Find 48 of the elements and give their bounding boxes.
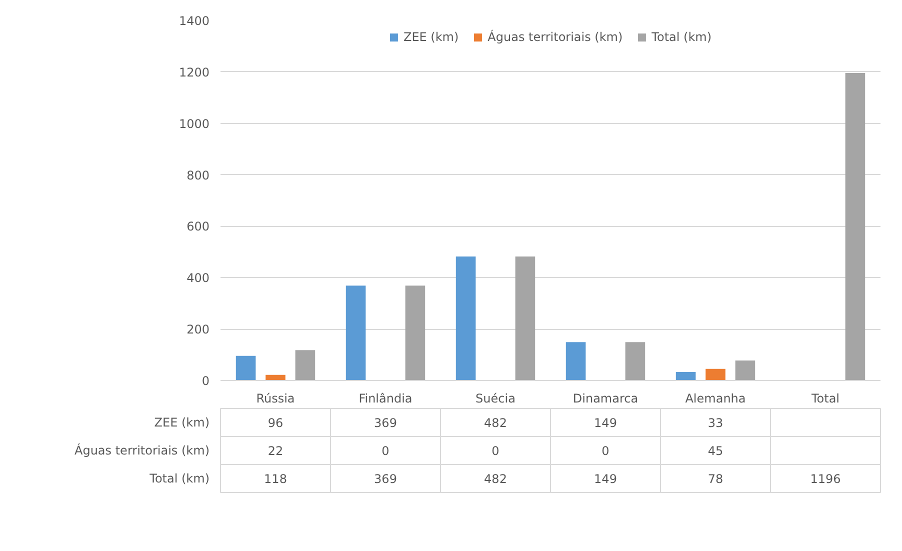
data-label: 78 [708, 472, 724, 486]
x-tick-label: Rússia [256, 392, 295, 406]
data-label: 0 [492, 444, 500, 458]
bar [295, 350, 316, 380]
data-label: 45 [708, 444, 724, 458]
bar [236, 356, 256, 380]
legend-label: Total (km) [652, 30, 712, 44]
data-label: 33 [708, 416, 724, 430]
y-tick-label: 1200 [178, 65, 210, 80]
data-label: 22 [268, 444, 284, 458]
data-label: 0 [382, 444, 390, 458]
data-label: 482 [484, 416, 507, 430]
x-tick-label: Finlândia [358, 392, 412, 406]
text: Total (km) [150, 472, 210, 486]
data-label: 0 [602, 444, 610, 458]
bar [625, 342, 646, 380]
y-tick-label: 600 [186, 220, 210, 234]
bar [566, 342, 586, 380]
y-tick-label: 1400 [178, 14, 210, 28]
data-label: 149 [594, 416, 617, 430]
text: Águas territoriais (km) [74, 444, 210, 458]
bar [676, 372, 696, 380]
bar [845, 72, 866, 380]
legend-label: Águas territoriais (km) [488, 30, 623, 44]
x-tick-label: Dinamarca [572, 392, 638, 406]
y-tick-label: 200 [186, 322, 210, 337]
data-label: 369 [374, 416, 397, 430]
y-tick-label: 1000 [178, 116, 210, 131]
legend-label: ZEE (km) [403, 30, 459, 44]
text: ZEE (km) [154, 416, 210, 430]
data-label: 149 [594, 472, 617, 486]
data-label: 482 [484, 472, 507, 486]
x-tick-label: Alemanha [685, 392, 746, 406]
bar [346, 286, 366, 380]
bar [706, 368, 726, 380]
bar [405, 286, 426, 380]
y-tick-label: 0 [202, 374, 210, 388]
bar [735, 360, 756, 380]
data-label: 96 [268, 416, 284, 430]
x-tick-label: Total [810, 392, 840, 406]
bar [515, 256, 536, 380]
data-label: 369 [374, 472, 397, 486]
data-label: 1196 [810, 472, 841, 486]
bar [456, 256, 476, 380]
y-tick-label: 800 [186, 168, 210, 182]
y-tick-label: 400 [186, 271, 210, 286]
data-label: 118 [264, 472, 287, 486]
x-tick-label: Suécia [476, 392, 516, 406]
